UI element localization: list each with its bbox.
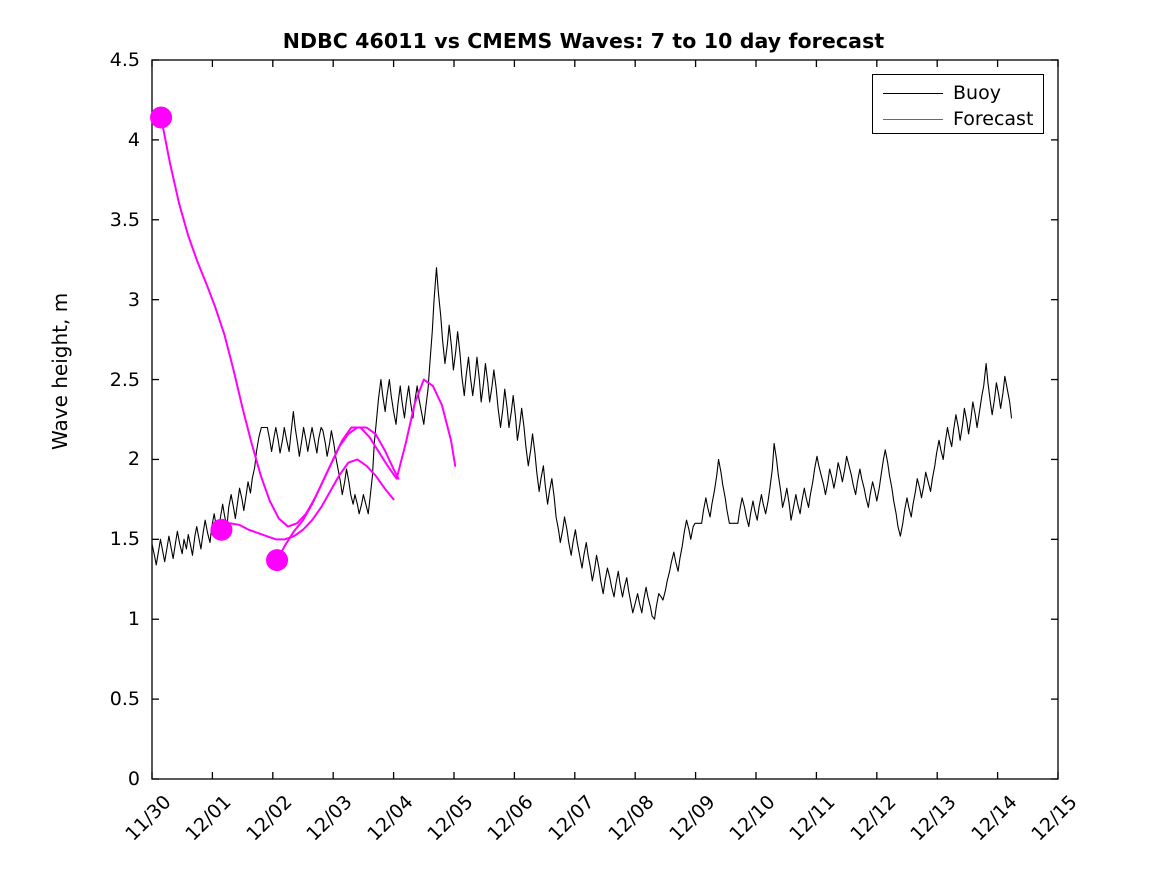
y-tick-label: 2 xyxy=(127,448,140,471)
forecast-start-marker xyxy=(266,549,289,572)
series-line-forecast-run-3 xyxy=(276,426,400,562)
legend-item-forecast[interactable]: Forecast xyxy=(873,106,1045,132)
y-tick-label: 1.5 xyxy=(109,528,140,551)
legend-swatch-forecast xyxy=(883,119,943,120)
chart-title: NDBC 46011 vs CMEMS Waves: 7 to 10 day f… xyxy=(282,29,885,53)
y-axis-label: Wave height, m xyxy=(48,292,72,450)
y-tick-label: 3 xyxy=(127,288,140,311)
y-tick-label: 3.5 xyxy=(109,208,140,231)
legend-swatch-buoy xyxy=(883,93,943,94)
y-tick-label: 0.5 xyxy=(109,688,140,711)
plot-border xyxy=(151,59,1059,780)
forecast-start-marker xyxy=(150,106,173,129)
y-tick-label: 0 xyxy=(127,768,140,790)
forecast-start-marker xyxy=(210,518,233,541)
axis-ticks xyxy=(151,59,1059,780)
series-line-forecast-run-2 xyxy=(220,458,395,541)
start-markers xyxy=(150,106,289,572)
axes-frame xyxy=(151,59,1059,780)
y-tick-label: 2.5 xyxy=(109,368,140,391)
y-tick-label: 1 xyxy=(127,608,140,631)
legend-label: Buoy xyxy=(953,82,1001,104)
legend-item-buoy[interactable]: Buoy xyxy=(873,80,1045,106)
y-tick-label: 4.5 xyxy=(109,49,140,71)
y-tick-label: 4 xyxy=(127,128,140,151)
legend: Buoy Forecast xyxy=(872,74,1044,134)
series-line-buoy xyxy=(151,267,1013,620)
series-line-forecast-run-1 xyxy=(160,116,457,528)
legend-label: Forecast xyxy=(953,108,1034,130)
data-series xyxy=(151,116,1013,620)
